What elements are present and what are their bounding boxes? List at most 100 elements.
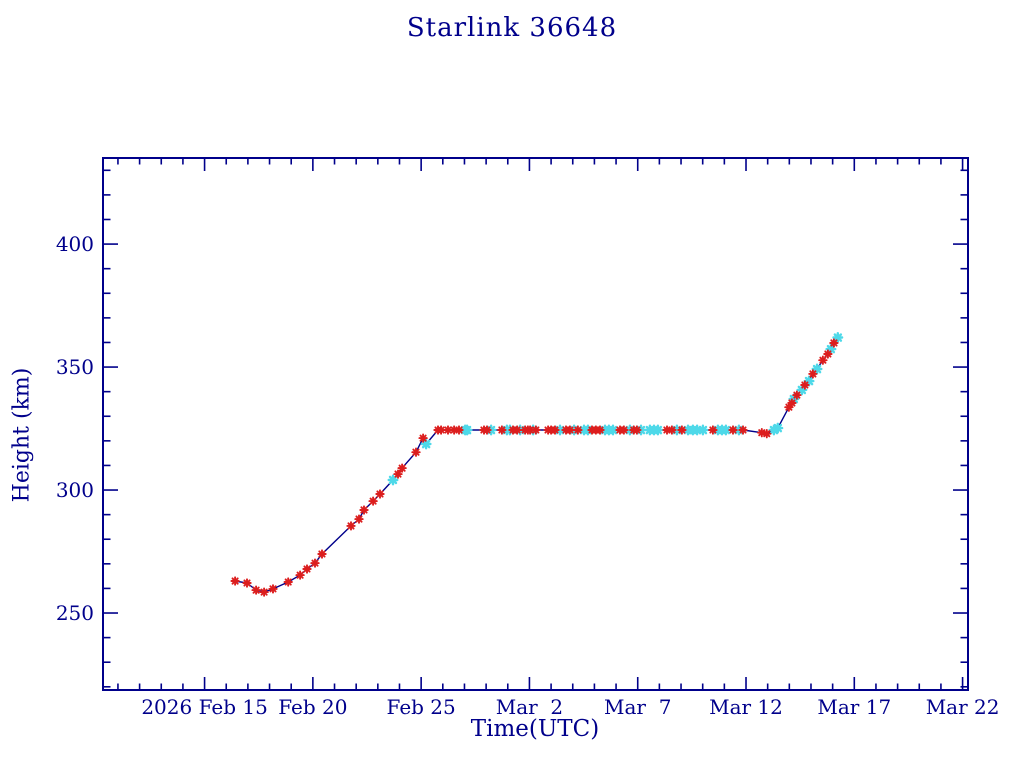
- asterisk-arm: [455, 426, 463, 434]
- asterisk-arm: [801, 381, 809, 389]
- data-marker-red: [317, 549, 327, 559]
- data-marker-red: [368, 496, 378, 506]
- asterisk-arm: [347, 522, 355, 530]
- x-tick-label: Mar 22: [926, 695, 1000, 719]
- data-marker-cyan: [652, 424, 664, 436]
- axes-frame: [102, 157, 969, 691]
- data-marker-red: [259, 587, 269, 597]
- data-marker-red: [823, 349, 833, 359]
- asterisk-arm: [526, 426, 534, 434]
- asterisk-arm: [763, 430, 771, 438]
- asterisk-arm: [231, 577, 239, 585]
- data-marker-red: [375, 489, 385, 499]
- data-marker-red: [792, 390, 802, 400]
- asterisk-arm: [398, 464, 406, 472]
- asterisk-arm: [809, 370, 817, 378]
- data-marker-red: [512, 425, 522, 435]
- y-tick-label: 300: [56, 478, 94, 502]
- asterisk-arm: [376, 490, 384, 498]
- asterisk-arm: [462, 425, 472, 435]
- data-marker-red: [295, 570, 305, 580]
- asterisk-arm: [355, 515, 363, 523]
- asterisk-arm: [608, 425, 618, 435]
- x-tick-label: Mar 7: [604, 695, 671, 719]
- data-marker-red: [346, 521, 356, 531]
- asterisk-arm: [412, 448, 420, 456]
- asterisk-arm: [826, 344, 836, 354]
- x-tick-label: Mar 17: [817, 695, 891, 719]
- asterisk-arm: [739, 426, 747, 434]
- asterisk-arm: [303, 565, 311, 573]
- asterisk-arm: [311, 559, 319, 567]
- data-marker-red: [397, 463, 407, 473]
- data-marker-red: [667, 425, 677, 435]
- asterisk-arm: [444, 426, 452, 434]
- asterisk-arm: [721, 425, 731, 435]
- asterisk-arm: [678, 426, 686, 434]
- asterisk-arm: [483, 426, 491, 434]
- data-marker-red: [411, 447, 421, 457]
- asterisk-arm: [260, 588, 268, 596]
- data-marker-red: [818, 355, 828, 365]
- data-marker-red: [251, 585, 261, 595]
- data-marker-red: [242, 578, 252, 588]
- chart-title: Starlink 36648: [406, 13, 618, 43]
- data-marker-cyan: [387, 474, 399, 486]
- x-tick-label: Mar 2: [496, 695, 563, 719]
- x-tick-label: 2026 Feb 15: [141, 695, 267, 719]
- asterisk-arm: [513, 426, 521, 434]
- data-marker-red: [619, 425, 629, 435]
- x-tick-label: Mar 12: [709, 695, 783, 719]
- data-marker-red: [708, 425, 718, 435]
- data-marker-red: [302, 564, 312, 574]
- y-tick-label: 250: [56, 601, 94, 625]
- asterisk-arm: [833, 333, 843, 342]
- asterisk-arm: [532, 426, 540, 434]
- data-marker-red: [418, 433, 428, 443]
- data-marker-red: [787, 398, 797, 408]
- asterisk-arm: [709, 426, 717, 434]
- asterisk-arm: [773, 423, 783, 433]
- data-marker-red: [829, 338, 839, 348]
- asterisk-arm: [318, 550, 326, 558]
- asterisk-arm: [551, 426, 559, 434]
- y-tick-label: 400: [56, 232, 94, 256]
- asterisk-arm: [663, 426, 671, 434]
- asterisk-arm: [269, 585, 277, 593]
- data-marker-cyan: [461, 424, 473, 436]
- asterisk-arm: [633, 426, 641, 434]
- asterisk-arm: [692, 425, 702, 435]
- data-marker-red: [550, 425, 560, 435]
- asterisk-arm: [653, 425, 663, 435]
- asterisk-arm: [450, 426, 458, 434]
- data-marker-red: [230, 576, 240, 586]
- data-marker-red: [677, 425, 687, 435]
- asterisk-arm: [566, 426, 574, 434]
- asterisk-arm: [596, 426, 604, 434]
- data-marker-red: [393, 469, 403, 479]
- data-marker-cyan: [832, 332, 844, 343]
- asterisk-arm: [620, 426, 628, 434]
- data-marker-red: [531, 425, 541, 435]
- asterisk-arm: [243, 579, 251, 587]
- asterisk-arm: [394, 470, 402, 478]
- data-marker-red: [354, 514, 364, 524]
- data-marker-red: [310, 558, 320, 568]
- data-marker-cyan: [697, 424, 709, 436]
- data-marker-red: [565, 425, 575, 435]
- asterisk-arm: [284, 578, 292, 586]
- asterisk-arm: [419, 434, 427, 442]
- asterisk-arm: [252, 586, 260, 594]
- asterisk-arm: [830, 339, 838, 347]
- y-tick-label: 350: [56, 355, 94, 379]
- x-axis-label: Time(UTC): [470, 716, 600, 742]
- data-marker-red: [738, 425, 748, 435]
- asterisk-arm: [437, 426, 445, 434]
- data-marker-red: [573, 425, 583, 435]
- asterisk-arm: [421, 439, 431, 449]
- data-marker-red: [359, 505, 369, 515]
- asterisk-arm: [793, 391, 801, 399]
- asterisk-arm: [729, 426, 737, 434]
